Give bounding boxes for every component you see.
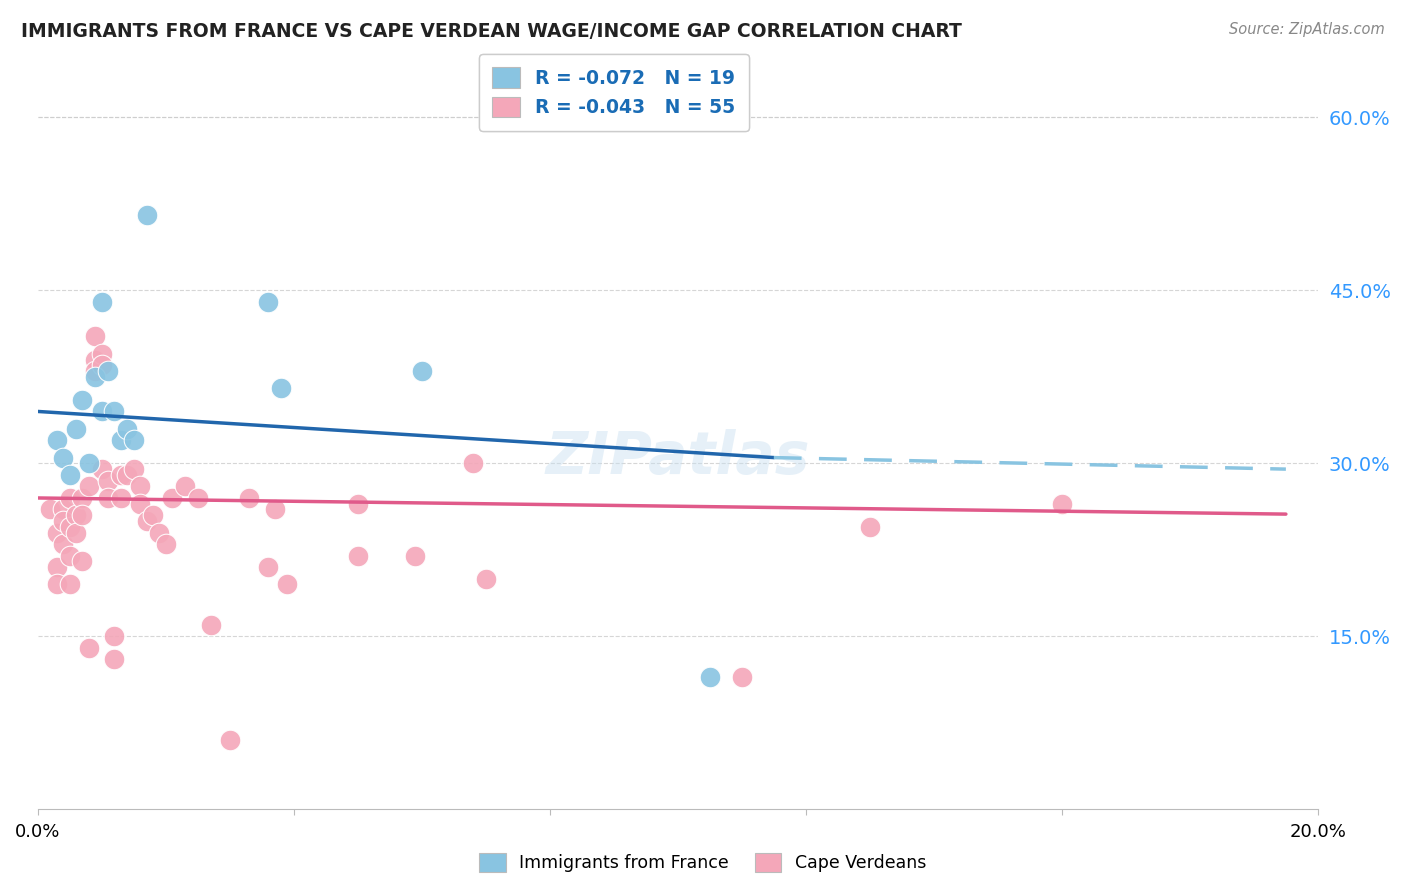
Text: IMMIGRANTS FROM FRANCE VS CAPE VERDEAN WAGE/INCOME GAP CORRELATION CHART: IMMIGRANTS FROM FRANCE VS CAPE VERDEAN W… <box>21 22 962 41</box>
Point <box>52 450 75 465</box>
Point <box>411 364 433 378</box>
Text: Source: ZipAtlas.com: Source: ZipAtlas.com <box>1229 22 1385 37</box>
Point <box>84 329 107 343</box>
Point <box>52 502 75 516</box>
Point <box>59 577 82 591</box>
Point <box>65 422 87 436</box>
Point <box>72 554 94 568</box>
Point <box>59 467 82 482</box>
Point <box>346 497 368 511</box>
Point <box>117 467 139 482</box>
Point <box>97 491 120 505</box>
Legend: R = -0.072   N = 19, R = -0.043   N = 55: R = -0.072 N = 19, R = -0.043 N = 55 <box>479 54 748 130</box>
Point <box>200 618 222 632</box>
Point <box>59 520 82 534</box>
Point <box>84 369 107 384</box>
Point <box>72 508 94 523</box>
Point <box>84 364 107 378</box>
Point <box>45 577 67 591</box>
Point <box>270 381 292 395</box>
Point <box>45 560 67 574</box>
Point <box>72 392 94 407</box>
Point <box>103 404 125 418</box>
Point <box>276 577 298 591</box>
Point <box>135 514 157 528</box>
Point <box>90 359 112 373</box>
Point <box>148 525 170 540</box>
Point <box>110 467 132 482</box>
Point <box>97 364 120 378</box>
Point <box>187 491 209 505</box>
Legend: Immigrants from France, Cape Verdeans: Immigrants from France, Cape Verdeans <box>472 846 934 879</box>
Point <box>77 640 100 655</box>
Point <box>155 537 177 551</box>
Point <box>122 434 145 448</box>
Point <box>461 456 484 470</box>
Point <box>52 537 75 551</box>
Point <box>174 479 197 493</box>
Point <box>1050 497 1073 511</box>
Point <box>65 525 87 540</box>
Point <box>218 733 240 747</box>
Point <box>59 549 82 563</box>
Point <box>65 508 87 523</box>
Point <box>129 479 152 493</box>
Point <box>117 422 139 436</box>
Point <box>90 404 112 418</box>
Point <box>257 560 280 574</box>
Point <box>90 347 112 361</box>
Point <box>59 491 82 505</box>
Point <box>52 514 75 528</box>
Text: ZIPatlas: ZIPatlas <box>546 428 810 485</box>
Point <box>103 629 125 643</box>
Point <box>699 670 721 684</box>
Point <box>731 670 754 684</box>
Point <box>110 434 132 448</box>
Point <box>39 502 62 516</box>
Point <box>859 520 882 534</box>
Point <box>97 474 120 488</box>
Point <box>263 502 285 516</box>
Point <box>90 462 112 476</box>
Point <box>346 549 368 563</box>
Point <box>103 652 125 666</box>
Point <box>122 462 145 476</box>
Point <box>474 572 496 586</box>
Point <box>45 525 67 540</box>
Point <box>135 208 157 222</box>
Point <box>84 352 107 367</box>
Point <box>72 491 94 505</box>
Point <box>404 549 426 563</box>
Point <box>142 508 165 523</box>
Point <box>90 294 112 309</box>
Point <box>160 491 183 505</box>
Point <box>238 491 260 505</box>
Point <box>77 456 100 470</box>
Point <box>110 491 132 505</box>
Point <box>77 479 100 493</box>
Point <box>45 434 67 448</box>
Point <box>129 497 152 511</box>
Point <box>257 294 280 309</box>
